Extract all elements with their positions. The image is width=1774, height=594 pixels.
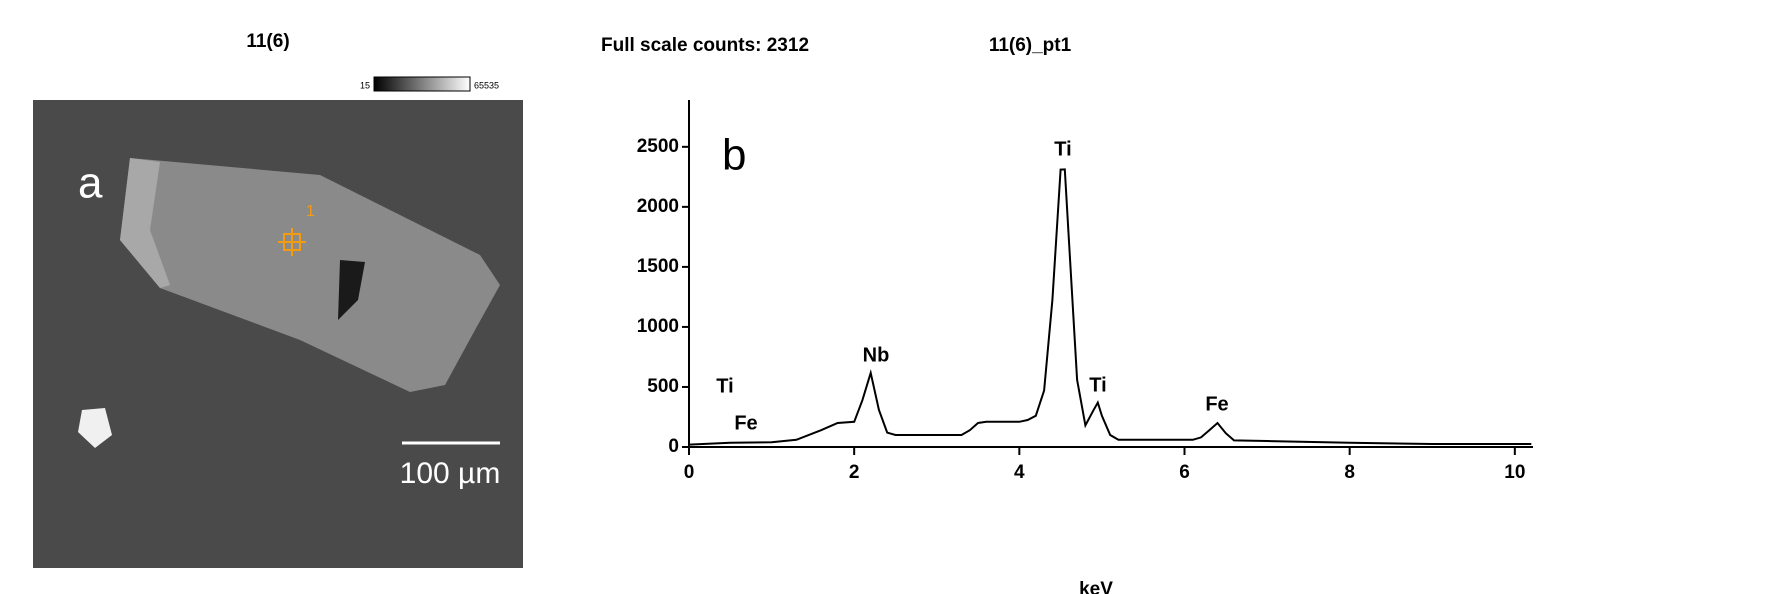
- y-tick-label: 2000: [637, 196, 679, 217]
- x-tick-label: 8: [1344, 462, 1355, 483]
- grain: [120, 158, 500, 392]
- image-title: 11(6): [246, 31, 289, 52]
- y-tick-label: 500: [647, 376, 679, 397]
- x-tick-label: 0: [684, 462, 695, 483]
- bright-particle: [78, 408, 112, 448]
- peak-label: Ti: [1054, 138, 1071, 160]
- colorbar-min: 15: [360, 80, 370, 90]
- x-axis-title: keV: [1079, 579, 1113, 594]
- grain-rim: [120, 158, 170, 288]
- point-marker: [278, 228, 306, 256]
- colorbar: [373, 76, 471, 92]
- colorbar-max: 65535: [474, 80, 499, 90]
- panel-label: a: [78, 159, 103, 208]
- scale-bar-label: 100 µm: [400, 457, 501, 490]
- x-tick-label: 10: [1504, 462, 1525, 483]
- y-tick-label: 2500: [637, 136, 679, 157]
- x-tick-label: 2: [849, 462, 860, 483]
- peak-label: Nb: [863, 344, 890, 366]
- chart-title: 11(6)_pt1: [989, 35, 1072, 56]
- peak-label: Fe: [734, 412, 757, 434]
- peak-label: Ti: [716, 375, 733, 397]
- y-tick-label: 0: [668, 436, 679, 457]
- peak-label: Ti: [1089, 374, 1106, 396]
- y-tick-label: 1000: [637, 316, 679, 337]
- spectrum-line: [688, 168, 1532, 446]
- chart-subtitle: Full scale counts: 2312: [601, 35, 809, 56]
- peak-label: Fe: [1205, 393, 1228, 415]
- point-label: 1: [306, 203, 315, 220]
- dark-inclusion: [338, 260, 365, 320]
- x-tick-label: 6: [1179, 462, 1190, 483]
- panel-label: b: [722, 131, 746, 180]
- y-tick-label: 1500: [637, 256, 679, 277]
- x-tick-label: 4: [1014, 462, 1025, 483]
